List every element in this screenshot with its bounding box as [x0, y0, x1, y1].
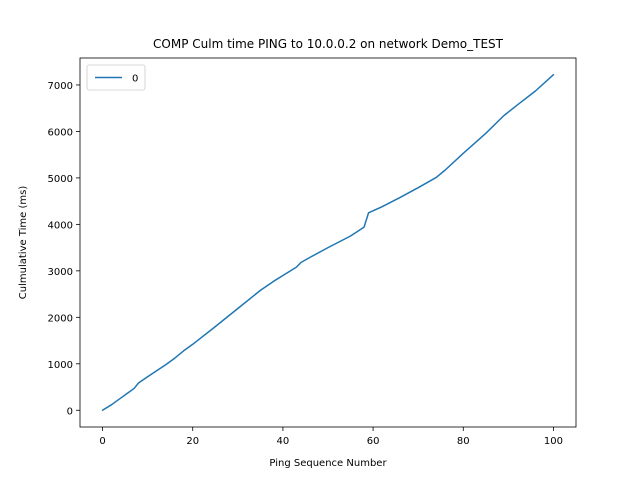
- legend: 0: [86, 64, 146, 91]
- x-tick-label: 60: [367, 436, 380, 447]
- y-tick-label: 4000: [48, 220, 73, 231]
- y-axis-label: Culmulative Time (ms): [18, 186, 29, 300]
- x-tick-label: 40: [277, 436, 290, 447]
- y-tick-label: 5000: [48, 174, 73, 185]
- plot-area: [79, 57, 577, 428]
- y-tick-label: 2000: [48, 313, 73, 324]
- y-tick-label: 1000: [48, 360, 73, 371]
- x-tick-label: 0: [99, 436, 105, 447]
- chart-title: COMP Culm time PING to 10.0.0.2 on netwo…: [153, 37, 504, 51]
- series-layer: [101, 73, 555, 412]
- x-axis: 0 20 40 60 80 100: [99, 427, 563, 447]
- y-tick-label: 3000: [48, 267, 73, 278]
- y-axis: 0 1000 2000 3000 4000 5000 6000 7000: [48, 81, 80, 417]
- y-tick-label: 0: [67, 406, 73, 417]
- x-tick-label: 80: [457, 436, 470, 447]
- y-tick-label: 7000: [48, 81, 73, 92]
- y-tick-label: 6000: [48, 127, 73, 138]
- x-axis-label: Ping Sequence Number: [269, 458, 387, 469]
- plot-frame: [79, 57, 577, 428]
- x-tick-label: 100: [544, 436, 563, 447]
- legend-label: 0: [132, 74, 138, 85]
- series-line: [101, 73, 555, 412]
- x-tick-label: 20: [186, 436, 199, 447]
